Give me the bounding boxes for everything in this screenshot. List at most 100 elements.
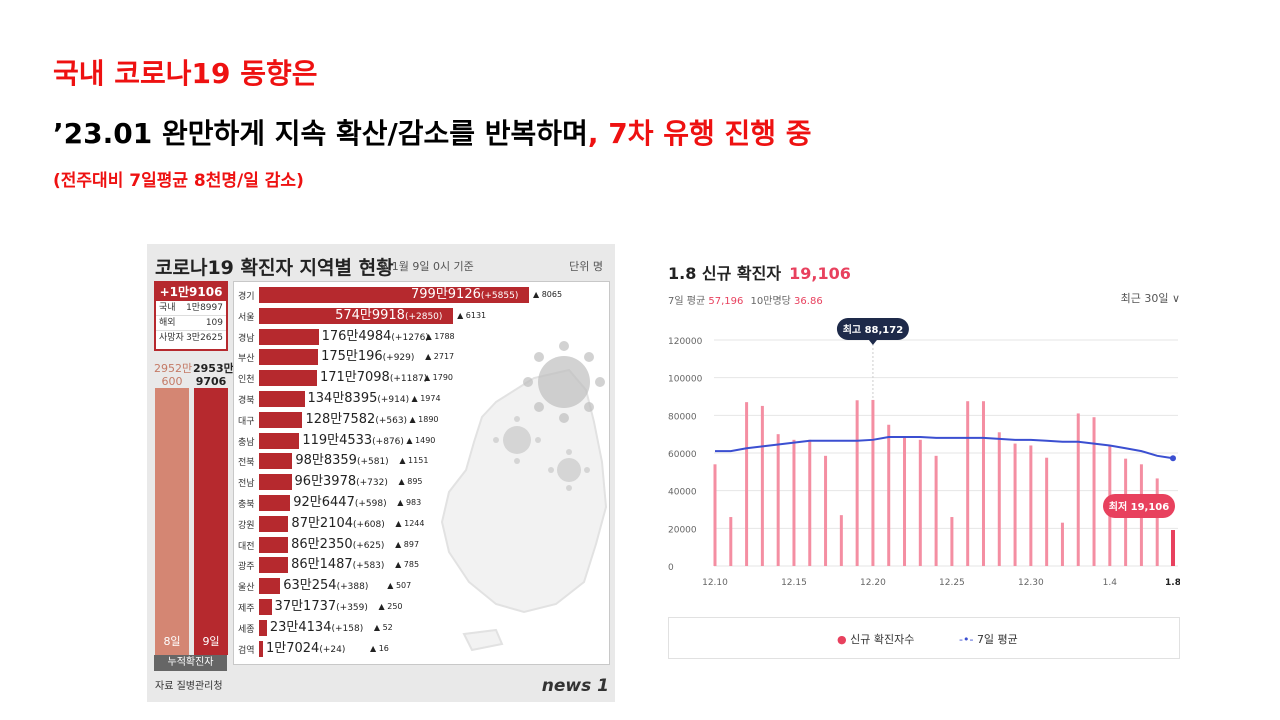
region-deaths: ▲ 1974 — [411, 394, 441, 403]
case-bar — [760, 405, 764, 566]
region-total: 92만6447(+598) — [293, 495, 387, 510]
region-deaths: ▲ 6131 — [457, 310, 487, 320]
region-row: 서울 574만9918(+2850) ▲ 6131 — [234, 307, 609, 325]
cumulative-bar-day8 — [155, 388, 189, 655]
cumulative-day8-value: 2952만 600 — [154, 362, 193, 388]
region-total: 37만1737(+359) — [274, 599, 368, 614]
region-bar — [259, 515, 289, 532]
region-deaths: ▲ 507 — [387, 581, 412, 591]
case-bar — [981, 401, 985, 566]
title-line2-black: ’23.01 완만하게 지속 확산/감소를 반복하며 — [53, 117, 588, 150]
avg-value: 57,196 — [708, 296, 744, 307]
x-tick-label: 12.10 — [702, 578, 728, 588]
period-dropdown[interactable]: 최근 30일 ∨ — [1120, 292, 1180, 305]
case-bar — [713, 464, 717, 566]
today-row-label: 해외 — [159, 318, 176, 328]
y-tick-label: 40000 — [668, 488, 697, 498]
case-bar — [776, 434, 780, 566]
region-bar — [259, 557, 289, 574]
region-deaths: ▲ 1490 — [406, 435, 436, 445]
card-count: 19,106 — [789, 264, 851, 283]
region-deaths: ▲ 8065 — [533, 290, 563, 299]
avg-label: 7일 평균 — [668, 296, 706, 307]
infographic-unit: 단위 명 — [569, 260, 603, 273]
y-tick-label: 20000 — [668, 525, 697, 535]
cases-chart: 0 20000 40000 60000 80000 100000 120000 12.10 12… — [668, 318, 1180, 588]
max-label-bg — [836, 318, 909, 340]
news1-logo: news 1 — [541, 676, 609, 696]
today-row-overseas: 해외 109 — [156, 316, 226, 331]
case-bar — [1076, 413, 1080, 566]
case-bar — [918, 439, 922, 566]
today-row-value: 109 — [205, 318, 223, 328]
region-deaths: ▲ 1151 — [399, 456, 429, 466]
min-label-bg — [1103, 494, 1175, 519]
region-bar — [259, 453, 293, 470]
region-name: 세종 — [238, 624, 255, 635]
region-total: 96만3978(+732) — [294, 474, 388, 490]
case-bar — [729, 517, 733, 566]
case-bar — [808, 439, 812, 566]
region-row: 강원 87만2104(+608) ▲ 1244 — [234, 515, 609, 533]
per100k-label: 10만명당 — [750, 296, 791, 307]
today-headline: +1만9106 — [156, 283, 226, 301]
virus-small-icon — [493, 416, 541, 464]
region-deaths: ▲ 16 — [370, 643, 389, 653]
region-row: 충북 92만6447(+598) ▲ 983 — [234, 494, 609, 512]
region-row: 대구 128만7582(+563) ▲ 1890 — [234, 411, 609, 429]
slide-title-line2: ’23.01 완만하게 지속 확산/감소를 반복하며, 7차 유행 진행 중 — [53, 112, 812, 152]
region-bar — [259, 619, 267, 636]
region-name: 경북 — [238, 396, 255, 406]
region-bar — [259, 328, 319, 345]
cumulative-caption: 누적확진자 — [154, 655, 227, 671]
infographic-source: 자료 질병관리청 — [155, 681, 223, 692]
region-row: 경북 134만8395(+914) ▲ 1974 — [234, 390, 609, 408]
region-bar — [259, 495, 291, 511]
virus-small-icon-2 — [548, 449, 590, 491]
region-name: 경기 — [238, 292, 255, 302]
region-row: 광주 86만1487(+583) ▲ 785 — [234, 556, 609, 574]
chart-legend: ● 신규 확진자수 -•- 7일 평균 — [668, 617, 1180, 659]
region-bar — [259, 474, 292, 491]
region-deaths: ▲ 897 — [395, 539, 420, 549]
region-name: 충남 — [238, 437, 255, 448]
legend-cases-label: 신규 확진자수 — [850, 633, 915, 646]
region-bar — [259, 391, 305, 407]
case-bar — [824, 455, 828, 566]
virus-large-icon — [523, 341, 605, 423]
max-label: 최고 88,172 — [843, 323, 904, 336]
region-total: 87만2104(+608) — [291, 515, 385, 531]
card-date-label: 1.8 신규 확진자 — [668, 264, 782, 283]
x-tick-label: 12.15 — [781, 578, 807, 588]
region-deaths: ▲ 250 — [378, 602, 403, 611]
legend-avg: -•- 7일 평균 — [959, 631, 1018, 647]
region-total: 574만9918(+2850) — [335, 307, 443, 323]
case-bar — [934, 455, 938, 566]
region-total: 1만7024(+24) — [266, 640, 346, 656]
region-row: 부산 175만196(+929) ▲ 2717 — [234, 348, 609, 366]
legend-avg-marker: -•- — [959, 633, 974, 646]
region-deaths: ▲ 983 — [397, 498, 422, 507]
region-row: 전북 98만8359(+581) ▲ 1151 — [234, 452, 609, 470]
region-row: 전남 96만3978(+732) ▲ 895 — [234, 473, 609, 491]
case-bar — [903, 437, 907, 566]
region-deaths: ▲ 1890 — [409, 414, 439, 424]
region-total: 176만4984(+1276) — [321, 328, 429, 344]
region-bar — [259, 411, 303, 428]
today-row-label: 사망자 — [159, 333, 184, 343]
region-total: 128만7582(+563) — [305, 411, 408, 427]
case-bar — [1155, 478, 1159, 566]
region-total: 86만2350(+625) — [291, 536, 385, 552]
case-bar — [745, 402, 749, 566]
region-name: 대구 — [238, 416, 255, 427]
case-bar — [792, 439, 796, 566]
cumulative-day8-label: 8일 — [163, 635, 181, 648]
x-tick-label: 1.4 — [1103, 578, 1118, 588]
region-deaths: ▲ 2717 — [425, 352, 455, 362]
case-bar — [997, 432, 1001, 566]
region-bar — [259, 599, 272, 615]
region-row: 충남 119만4533(+876) ▲ 1490 — [234, 432, 609, 450]
region-name: 전남 — [238, 479, 255, 490]
region-name: 강원 — [238, 520, 255, 531]
case-bar — [839, 515, 843, 566]
